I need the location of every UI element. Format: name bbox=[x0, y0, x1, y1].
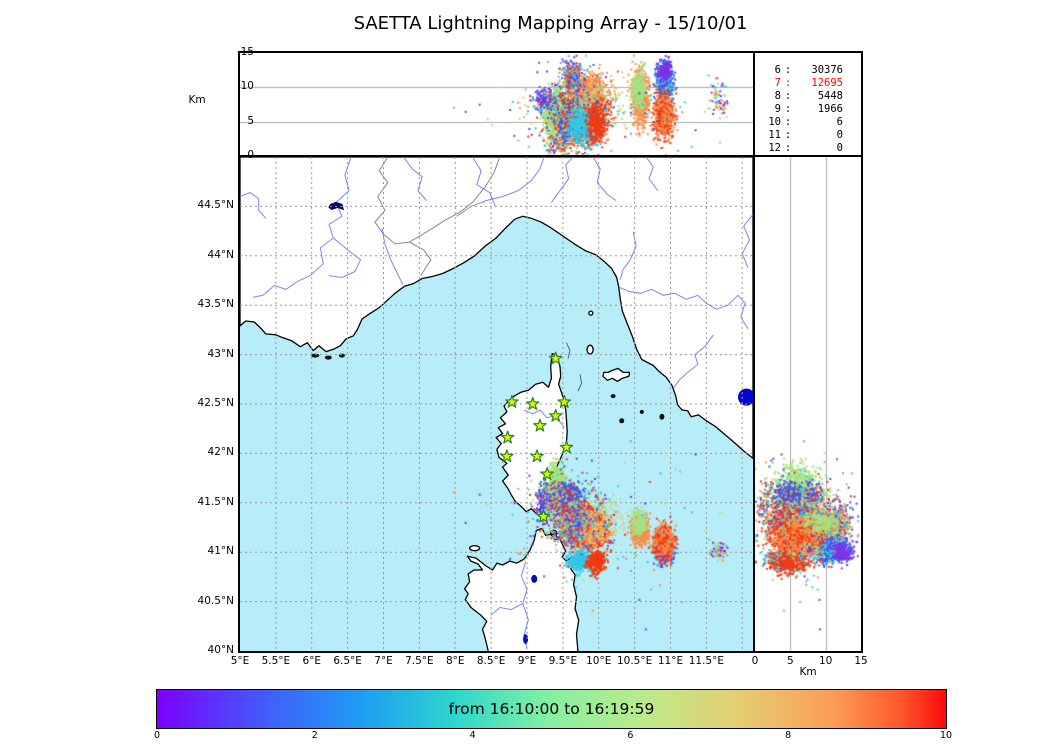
count-bin: 11 bbox=[768, 129, 781, 141]
lon-tick-label: 11°E bbox=[657, 655, 684, 667]
lon-tick-label: 9.5°E bbox=[548, 655, 578, 667]
colorbar-tick-label: 4 bbox=[469, 730, 476, 741]
count-value: 6 bbox=[836, 116, 843, 128]
count-colon: : bbox=[784, 116, 792, 128]
right-alt-tick-label: 10 bbox=[818, 655, 833, 667]
lat-tick-label: 44°N bbox=[207, 248, 234, 261]
count-row: 10: 6 bbox=[755, 116, 861, 129]
count-value: 0 bbox=[836, 142, 843, 154]
count-row: 12: 0 bbox=[755, 142, 861, 155]
right-alt-tick-label: 0 bbox=[751, 655, 759, 667]
lat-tick-label: 41°N bbox=[207, 545, 234, 558]
count-row: 11: 0 bbox=[755, 129, 861, 142]
map-scatter-canvas bbox=[240, 157, 753, 651]
count-value: 5448 bbox=[817, 90, 843, 102]
lat-tick-label: 42°N bbox=[207, 446, 234, 459]
lat-tick-label: 40.5°N bbox=[197, 594, 234, 607]
lat-tick-label: 42.5°N bbox=[197, 397, 234, 409]
count-bin: 10 bbox=[768, 116, 781, 128]
colorbar-tick-label: 6 bbox=[627, 730, 634, 741]
colorbar-gradient bbox=[157, 690, 946, 728]
colorbar-label: from 16:10:00 to 16:19:59 bbox=[448, 700, 655, 718]
colorbar-tick-label: 10 bbox=[939, 730, 953, 741]
top-alt-tick-label: 0 bbox=[247, 149, 254, 161]
source-count-box: 6:30376 7:12695 8:5448 9:1966 10:6 11:0 12:0 bbox=[753, 51, 863, 169]
count-value: 30376 bbox=[811, 64, 843, 76]
lon-tick-label: 7.5°E bbox=[405, 655, 434, 667]
count-row: 7: 12695 bbox=[755, 77, 861, 90]
count-colon: : bbox=[784, 64, 792, 76]
right-xlabel-km: Km bbox=[799, 666, 817, 678]
count-colon: : bbox=[784, 77, 792, 89]
lon-tick-label: 11.5°E bbox=[688, 655, 724, 667]
count-bin: 12 bbox=[768, 142, 781, 154]
count-colon: : bbox=[784, 129, 792, 141]
colorbar-tick-label: 0 bbox=[153, 730, 161, 741]
lon-tick-label: 7°E bbox=[374, 655, 393, 667]
count-bin: 9 bbox=[774, 103, 781, 115]
lon-tick-label: 10°E bbox=[586, 655, 612, 667]
colorbar-tick-label: 8 bbox=[785, 730, 792, 741]
count-row: 9: 1966 bbox=[755, 103, 861, 116]
count-value: 0 bbox=[836, 129, 843, 141]
map-panel bbox=[238, 155, 755, 653]
count-row: 6: 30376 bbox=[755, 64, 861, 77]
lat-tick-label: 43°N bbox=[207, 347, 234, 360]
lon-tick-label: 8.5°E bbox=[476, 655, 506, 667]
count-colon: : bbox=[784, 103, 792, 115]
count-colon: : bbox=[784, 90, 792, 102]
colorbar: from 16:10:00 to 16:19:59 bbox=[156, 689, 947, 729]
lon-tick-label: 6.5°E bbox=[333, 655, 362, 667]
alt-lon-canvas bbox=[240, 53, 753, 156]
top-alt-tick-label: 15 bbox=[240, 46, 254, 58]
lat-tick-label: 40°N bbox=[207, 644, 234, 656]
count-value: 1966 bbox=[817, 103, 843, 115]
top-ylabel-km: Km bbox=[188, 94, 206, 106]
count-bin: 8 bbox=[774, 90, 781, 102]
count-bin: 7 bbox=[774, 77, 781, 89]
lat-tick-label: 44.5°N bbox=[197, 199, 234, 212]
lon-tick-label: 6°E bbox=[302, 655, 322, 667]
page-title: SAETTA Lightning Mapping Array - 15/10/0… bbox=[353, 13, 748, 34]
count-value: 12695 bbox=[811, 77, 843, 89]
count-colon: : bbox=[784, 142, 792, 154]
top-alt-tick-label: 5 bbox=[247, 114, 254, 127]
alt-lat-canvas bbox=[755, 157, 861, 651]
lon-tick-label: 9°E bbox=[517, 655, 537, 667]
lat-tick-label: 41.5°N bbox=[197, 495, 234, 508]
lon-tick-label: 8°E bbox=[445, 655, 465, 667]
right-alt-tick-label: 5 bbox=[786, 655, 794, 667]
altitude-longitude-panel bbox=[238, 51, 755, 158]
lon-tick-label: 5.5°E bbox=[261, 655, 291, 667]
lat-tick-label: 43.5°N bbox=[197, 298, 234, 311]
count-bin: 6 bbox=[774, 64, 781, 76]
altitude-latitude-panel bbox=[753, 155, 863, 653]
count-row: 8: 5448 bbox=[755, 90, 861, 103]
right-alt-tick-label: 15 bbox=[854, 655, 868, 667]
lon-tick-label: 10.5°E bbox=[616, 655, 653, 667]
station-stars-svg bbox=[500, 351, 574, 523]
top-alt-tick-label: 10 bbox=[240, 80, 254, 93]
lon-tick-label: 5°E bbox=[230, 655, 250, 667]
colorbar-tick-label: 2 bbox=[311, 730, 318, 741]
